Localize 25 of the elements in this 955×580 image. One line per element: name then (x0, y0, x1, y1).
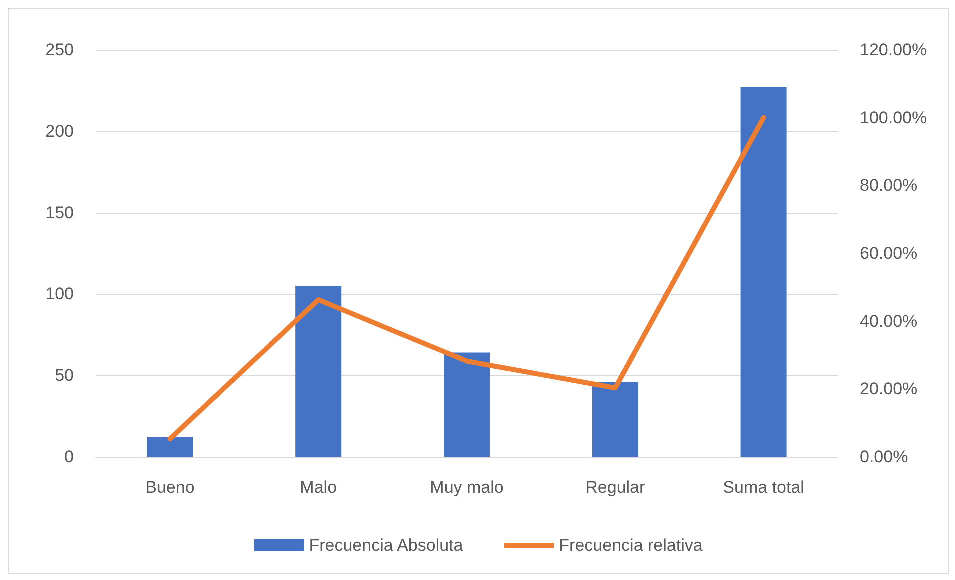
x-tick-label: Malo (300, 478, 338, 497)
x-tick-label: Suma total (723, 478, 804, 497)
y2-tick-label: 40.00% (860, 312, 918, 331)
legend-label: Frecuencia relativa (559, 536, 704, 555)
y-tick-label: 100 (46, 284, 74, 304)
bar (296, 286, 342, 457)
x-tick-label: Regular (586, 478, 646, 497)
bar (592, 382, 638, 457)
x-tick-label: Muy malo (430, 478, 504, 497)
legend-label: Frecuencia Absoluta (309, 536, 464, 555)
y2-tick-label: 60.00% (860, 244, 918, 263)
bar (444, 352, 490, 457)
y-tick-label: 250 (46, 40, 74, 60)
y-tick-label: 150 (46, 203, 74, 222)
y2-tick-label: 100.00% (860, 108, 928, 128)
y2-tick-label: 120.00% (860, 40, 928, 60)
y-tick-label: 0 (64, 448, 74, 466)
y2-tick-label: 80.00% (860, 176, 918, 196)
bar (147, 437, 194, 457)
y2-tick-label: 0.00% (860, 448, 908, 466)
y-tick-label: 200 (46, 122, 74, 141)
y2-tick-label: 20.00% (860, 380, 918, 399)
x-tick-label: Bueno (146, 478, 195, 497)
y-tick-label: 50 (55, 366, 74, 386)
bar (740, 87, 787, 457)
